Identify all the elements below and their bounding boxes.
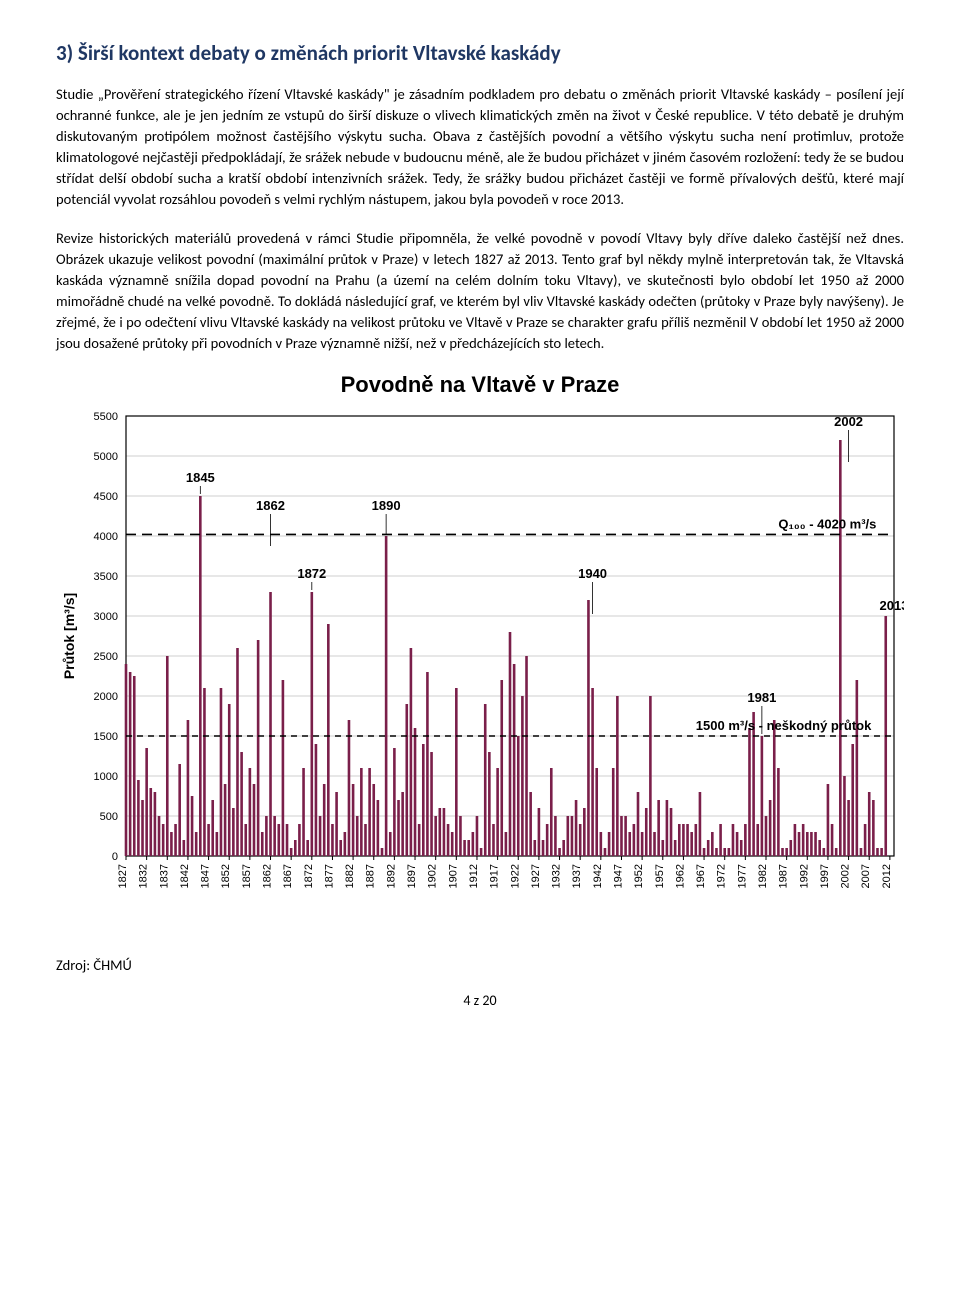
svg-text:1952: 1952 bbox=[633, 864, 645, 888]
chart-title: Povodně na Vltavě v Praze bbox=[56, 372, 904, 398]
chart-svg: 0 500 1000 1500 2000 2500 3000 3500 4000 4500 5000… bbox=[56, 406, 904, 926]
svg-text:1857: 1857 bbox=[241, 864, 253, 888]
svg-text:1932: 1932 bbox=[551, 864, 563, 888]
svg-text:2013: 2013 bbox=[880, 598, 904, 613]
svg-text:1942: 1942 bbox=[592, 864, 604, 888]
svg-text:1837: 1837 bbox=[158, 864, 170, 888]
svg-text:1847: 1847 bbox=[200, 864, 212, 888]
svg-text:2002: 2002 bbox=[834, 414, 863, 429]
svg-text:1827: 1827 bbox=[117, 864, 129, 888]
svg-text:1887: 1887 bbox=[365, 864, 377, 888]
svg-text:1890: 1890 bbox=[372, 498, 401, 513]
svg-text:1867: 1867 bbox=[282, 864, 294, 888]
svg-text:1957: 1957 bbox=[654, 864, 666, 888]
svg-text:500: 500 bbox=[100, 811, 118, 823]
source-label: Zdroj: ČHMÚ bbox=[56, 956, 904, 974]
svg-text:1897: 1897 bbox=[406, 864, 418, 888]
svg-text:1937: 1937 bbox=[571, 864, 583, 888]
flood-chart: Povodně na Vltavě v Praze 0 500 1000 1500 20… bbox=[56, 372, 904, 926]
svg-text:1872: 1872 bbox=[303, 864, 315, 888]
svg-text:3500: 3500 bbox=[94, 571, 118, 583]
svg-text:2500: 2500 bbox=[94, 651, 118, 663]
svg-text:1500 m³/s - neškodný průtok: 1500 m³/s - neškodný průtok bbox=[696, 718, 872, 733]
svg-text:Q₁₀₀ - 4020 m³/s: Q₁₀₀ - 4020 m³/s bbox=[778, 517, 876, 532]
svg-text:2007: 2007 bbox=[860, 864, 872, 888]
svg-text:1992: 1992 bbox=[798, 864, 810, 888]
svg-text:4500: 4500 bbox=[94, 491, 118, 503]
svg-text:1832: 1832 bbox=[138, 864, 150, 888]
page-number: 4 z 20 bbox=[56, 992, 904, 1009]
svg-text:1972: 1972 bbox=[716, 864, 728, 888]
svg-text:1962: 1962 bbox=[674, 864, 686, 888]
svg-text:5000: 5000 bbox=[94, 451, 118, 463]
svg-text:1845: 1845 bbox=[186, 470, 215, 485]
svg-text:1997: 1997 bbox=[819, 864, 831, 888]
svg-text:1862: 1862 bbox=[262, 864, 274, 888]
svg-text:1981: 1981 bbox=[747, 690, 776, 705]
svg-text:0: 0 bbox=[112, 851, 118, 863]
svg-text:2012: 2012 bbox=[881, 864, 893, 888]
svg-text:1842: 1842 bbox=[179, 864, 191, 888]
svg-text:4000: 4000 bbox=[94, 531, 118, 543]
svg-text:1892: 1892 bbox=[385, 864, 397, 888]
svg-text:1862: 1862 bbox=[256, 498, 285, 513]
svg-text:1987: 1987 bbox=[778, 864, 790, 888]
svg-text:5500: 5500 bbox=[94, 411, 118, 423]
svg-text:1947: 1947 bbox=[612, 864, 624, 888]
paragraph-1: Studie „Prověření strategického řízení V… bbox=[56, 84, 904, 210]
svg-text:1977: 1977 bbox=[736, 864, 748, 888]
svg-text:1877: 1877 bbox=[323, 864, 335, 888]
svg-text:1872: 1872 bbox=[297, 566, 326, 581]
svg-text:1940: 1940 bbox=[578, 566, 607, 581]
section-heading: 3) Širší kontext debaty o změnách priori… bbox=[56, 40, 904, 66]
paragraph-2: Revize historických materiálů provedená … bbox=[56, 228, 904, 354]
svg-text:1907: 1907 bbox=[447, 864, 459, 888]
svg-text:1927: 1927 bbox=[530, 864, 542, 888]
svg-text:2000: 2000 bbox=[94, 691, 118, 703]
svg-text:Průtok [m³/s]: Průtok [m³/s] bbox=[61, 593, 77, 679]
svg-text:1882: 1882 bbox=[344, 864, 356, 888]
svg-text:1982: 1982 bbox=[757, 864, 769, 888]
svg-text:1922: 1922 bbox=[509, 864, 521, 888]
svg-text:1902: 1902 bbox=[427, 864, 439, 888]
svg-text:1967: 1967 bbox=[695, 864, 707, 888]
svg-text:2002: 2002 bbox=[840, 864, 852, 888]
svg-text:1852: 1852 bbox=[220, 864, 232, 888]
svg-text:1912: 1912 bbox=[468, 864, 480, 888]
svg-text:1000: 1000 bbox=[94, 771, 118, 783]
svg-text:3000: 3000 bbox=[94, 611, 118, 623]
svg-text:1500: 1500 bbox=[94, 731, 118, 743]
svg-text:1917: 1917 bbox=[489, 864, 501, 888]
